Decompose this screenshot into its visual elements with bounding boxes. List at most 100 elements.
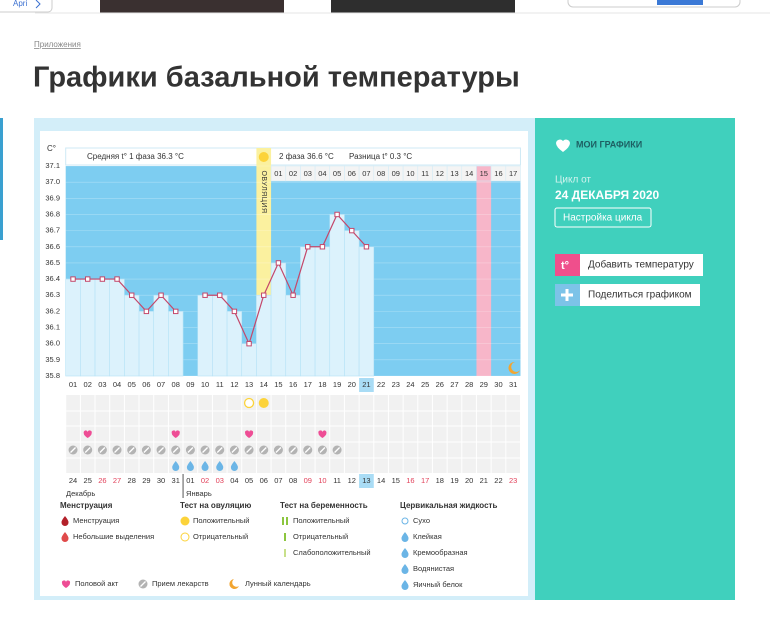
legend-icon	[401, 517, 409, 525]
point	[349, 227, 355, 234]
search-button[interactable]	[657, 0, 703, 5]
pill-line	[99, 447, 106, 453]
legend-title: Тест на беременность	[280, 501, 368, 510]
settings-button[interactable]	[554, 207, 652, 228]
pill-line	[260, 447, 267, 453]
point	[114, 276, 120, 282]
bar	[153, 294, 169, 377]
cycle-from: Цикл от	[555, 175, 591, 186]
pill-line	[202, 447, 209, 453]
y-axis-label: C°	[47, 144, 56, 153]
x-tick-label: 26	[436, 380, 444, 389]
bar	[109, 278, 125, 377]
date-label: 22	[494, 476, 502, 485]
my-charts[interactable]: МОИ ГРАФИКИ	[576, 139, 642, 149]
pill-line	[216, 447, 223, 453]
x-tick-label: 18	[318, 380, 326, 389]
x-tick-label: 11	[216, 380, 224, 389]
date-label: 12	[348, 476, 356, 485]
phase2-text: 2 фаза 36.6 °C	[279, 152, 334, 161]
fluid-marker	[172, 461, 180, 472]
legend-icon	[180, 516, 190, 526]
x-tick-label: 08	[172, 380, 180, 389]
month-label: Декабрь	[66, 489, 95, 498]
top-link[interactable]: Apri	[13, 0, 27, 8]
phase2-cell	[505, 165, 521, 182]
x-tick-label: 01	[69, 380, 77, 389]
point	[305, 244, 311, 250]
share-button[interactable]	[555, 284, 700, 306]
month-label: Январь	[186, 489, 212, 498]
bar	[256, 294, 272, 377]
y-tick-label: 36.6	[45, 242, 60, 251]
add-label[interactable]: Добавить температуру	[588, 259, 694, 271]
settings-label[interactable]: Настройка цикла	[563, 213, 643, 224]
x-tick-label: 31	[509, 380, 517, 389]
share-label[interactable]: Поделиться графиком	[588, 289, 692, 301]
date-label: 23	[509, 476, 517, 485]
sex-marker	[171, 430, 180, 438]
y-tick-label: 36.2	[45, 306, 60, 315]
y-tick-label: 35.9	[45, 355, 60, 364]
header-strip	[65, 147, 521, 166]
date-label: 03	[216, 476, 224, 485]
x-tick-label: 14	[260, 380, 268, 389]
date-label: 11	[333, 476, 341, 485]
legend-item: Отрицательный	[293, 532, 348, 541]
date-label: 18	[436, 476, 444, 485]
pill-line	[334, 447, 341, 453]
y-tick-label: 36.4	[45, 274, 60, 283]
phase2-day: 13	[450, 169, 458, 178]
legend-item: Прием лекарств	[152, 579, 209, 588]
date-label: 01	[186, 476, 194, 485]
difference-text: Разница t° 0.3 °C	[349, 152, 412, 161]
x-tick-label: 04	[113, 380, 121, 389]
search-box[interactable]	[567, 0, 741, 8]
fluid-marker	[201, 461, 209, 472]
pill-line	[246, 447, 253, 453]
date-label: 14	[377, 476, 385, 485]
current-date-bg	[359, 474, 374, 488]
legend-icon	[61, 580, 71, 588]
legend-title: Менструация	[60, 501, 113, 510]
bar	[285, 294, 301, 377]
point	[173, 308, 179, 315]
legend-icon	[401, 532, 409, 542]
cycle-date: 24 ДЕКАБРЯ 2020	[555, 188, 660, 202]
phase2-day: 03	[304, 169, 312, 178]
y-tick-label: 36.3	[45, 290, 60, 299]
add-button[interactable]	[555, 254, 703, 276]
point	[290, 292, 296, 298]
phase1-text: Средняя t° 1 фаза 36.3 °C	[87, 152, 184, 161]
x-tick-label: 21	[362, 380, 370, 389]
x-tick-label: 07	[157, 380, 165, 389]
heart-icon	[556, 139, 570, 152]
phase2-day: 08	[377, 169, 385, 178]
bar	[168, 311, 184, 377]
y-tick-label: 36.5	[45, 258, 60, 267]
sex-marker	[318, 430, 327, 438]
legend-icon	[61, 532, 69, 542]
sex-marker	[83, 430, 92, 438]
date-label: 30	[157, 476, 165, 485]
marker-grid	[65, 395, 521, 473]
x-tick-label: 29	[480, 380, 488, 389]
moon-icon	[508, 361, 521, 374]
add-icon	[555, 254, 580, 276]
x-tick-label: 03	[98, 380, 106, 389]
phase2-day: 17	[509, 169, 517, 178]
x-tick-label: 28	[465, 380, 473, 389]
point	[85, 276, 91, 282]
bar	[212, 294, 228, 377]
legend-item: Менструация	[73, 516, 119, 525]
legend-icon	[401, 548, 409, 558]
date-label: 20	[465, 476, 473, 485]
breadcrumb[interactable]: Приложения	[34, 40, 81, 49]
sex-marker	[245, 430, 254, 438]
phase2-day: 01	[274, 169, 282, 178]
bar	[65, 278, 81, 377]
date-label: 05	[245, 476, 253, 485]
x-tick-label: 25	[421, 380, 429, 389]
